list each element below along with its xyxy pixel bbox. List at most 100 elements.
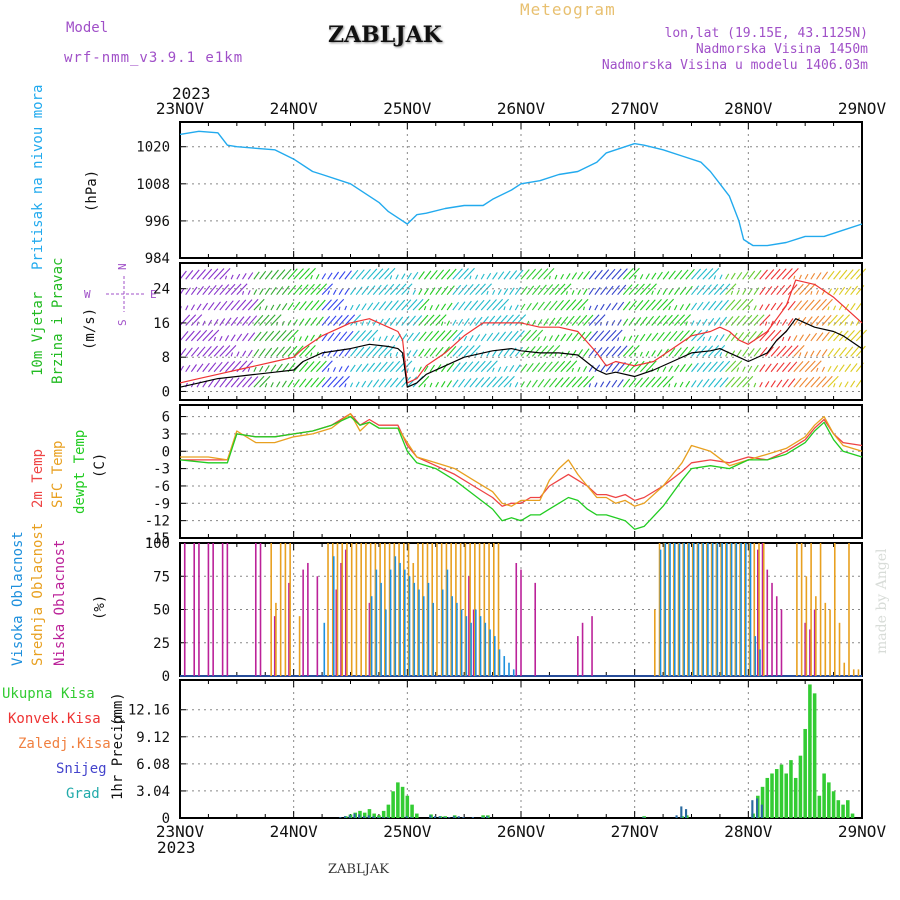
wind-barb	[520, 329, 532, 342]
wind-barb	[185, 287, 191, 295]
wind-barb	[628, 283, 639, 296]
x-axis-bottom-label: 24NOV	[270, 822, 319, 841]
wind-barb	[412, 349, 418, 357]
wind-barb	[685, 363, 693, 373]
wind-barb	[810, 360, 822, 373]
wind-barb	[827, 375, 839, 388]
wind-barb	[514, 330, 525, 342]
wind-barb	[730, 332, 738, 342]
precip-snow-bar	[481, 817, 484, 818]
wind-barb	[225, 361, 236, 373]
cloud-panel: 0 25 50 75 100	[145, 536, 863, 685]
wind-barb	[435, 304, 440, 311]
wind-barb	[304, 335, 309, 342]
wind-barb	[406, 376, 418, 388]
wind-barb	[264, 305, 268, 311]
wind-barb	[628, 300, 637, 311]
wind-barb	[378, 318, 384, 326]
wind-barb	[662, 298, 674, 311]
wind-barb	[685, 303, 691, 311]
wind-barb	[639, 376, 650, 388]
wind-barb	[548, 275, 551, 280]
wind-barb	[247, 272, 254, 280]
precip-snow-bar	[353, 813, 356, 818]
wind-barb	[850, 320, 854, 326]
wind-barb	[469, 300, 479, 311]
temp-ylabel-2m: 2m Temp	[30, 448, 46, 508]
wind-barb	[645, 333, 652, 342]
wind-barb	[492, 298, 504, 311]
wind-barb	[259, 365, 264, 373]
wind-barb	[241, 291, 245, 295]
wind-barb	[219, 284, 230, 296]
wind-barb	[509, 330, 519, 342]
wind-barb	[321, 299, 332, 311]
wind-barb	[549, 345, 561, 357]
wind-barb	[441, 285, 449, 296]
wind-barb	[230, 316, 239, 326]
wind-barb	[196, 346, 206, 357]
cloud-ytick-label: 100	[145, 536, 170, 552]
wind-barb	[264, 270, 273, 280]
wind-barb	[713, 334, 719, 342]
wind-barb	[247, 315, 258, 326]
wind-barb	[611, 379, 618, 388]
wind-barb	[600, 269, 610, 280]
wind-barb	[332, 289, 337, 295]
wind-barb	[327, 272, 333, 280]
precip-total-bar	[774, 769, 779, 818]
wind-barb	[526, 329, 538, 342]
precip-snow-bar	[675, 815, 678, 818]
wind-barb	[202, 329, 214, 342]
wind-barb	[554, 299, 564, 311]
wind-barb	[702, 268, 714, 280]
wind-barb	[673, 382, 677, 388]
wind-barb	[497, 375, 509, 388]
wind-barb	[355, 330, 367, 342]
wind-barb	[486, 360, 498, 373]
cloud-ylabel-high: Visoka Oblacnost	[10, 531, 26, 666]
wind-barb	[327, 290, 331, 295]
wind-barb	[310, 377, 320, 388]
wind-barb	[344, 330, 354, 342]
wind-barb	[827, 331, 837, 342]
precip-snow-bar	[405, 816, 408, 818]
wind-barb	[736, 376, 748, 388]
wind-barb	[384, 317, 391, 326]
wind-barb	[236, 351, 240, 357]
wind-barb	[310, 334, 315, 342]
precip-ytick-label: 0	[162, 811, 170, 827]
wind-barb	[458, 318, 464, 326]
wind-barb	[378, 345, 390, 357]
wind-barb	[458, 378, 466, 388]
wind-barb	[372, 362, 382, 373]
wind-barb	[622, 318, 629, 326]
wind-barb	[571, 272, 578, 280]
wind-barb	[372, 379, 380, 388]
wind-barb	[708, 345, 720, 357]
wind-barb	[293, 345, 304, 357]
wind-barb	[475, 360, 486, 373]
wind-barb	[799, 334, 804, 342]
wind-barb	[213, 319, 219, 326]
wind-barb	[850, 380, 856, 388]
wind-barb	[361, 329, 373, 342]
wind-barb	[548, 335, 553, 342]
wind-barb	[429, 364, 435, 373]
x-axis-top-label: 24NOV	[270, 99, 319, 118]
precip-total-bar	[381, 810, 386, 818]
wind-barb	[253, 298, 265, 311]
wind-barb	[463, 267, 475, 280]
wind-barb	[350, 330, 360, 342]
wind-barb	[566, 360, 578, 373]
wind-barb	[202, 302, 209, 311]
wind-barb	[418, 288, 423, 295]
wind-barb	[355, 381, 360, 388]
wind-barb	[253, 366, 257, 372]
wind-barb	[821, 366, 825, 372]
wind-barb	[179, 314, 191, 326]
wind-gust-line	[179, 279, 863, 384]
wind-barb	[344, 287, 350, 295]
wind-barb	[253, 348, 260, 357]
wind-barb	[753, 347, 762, 357]
